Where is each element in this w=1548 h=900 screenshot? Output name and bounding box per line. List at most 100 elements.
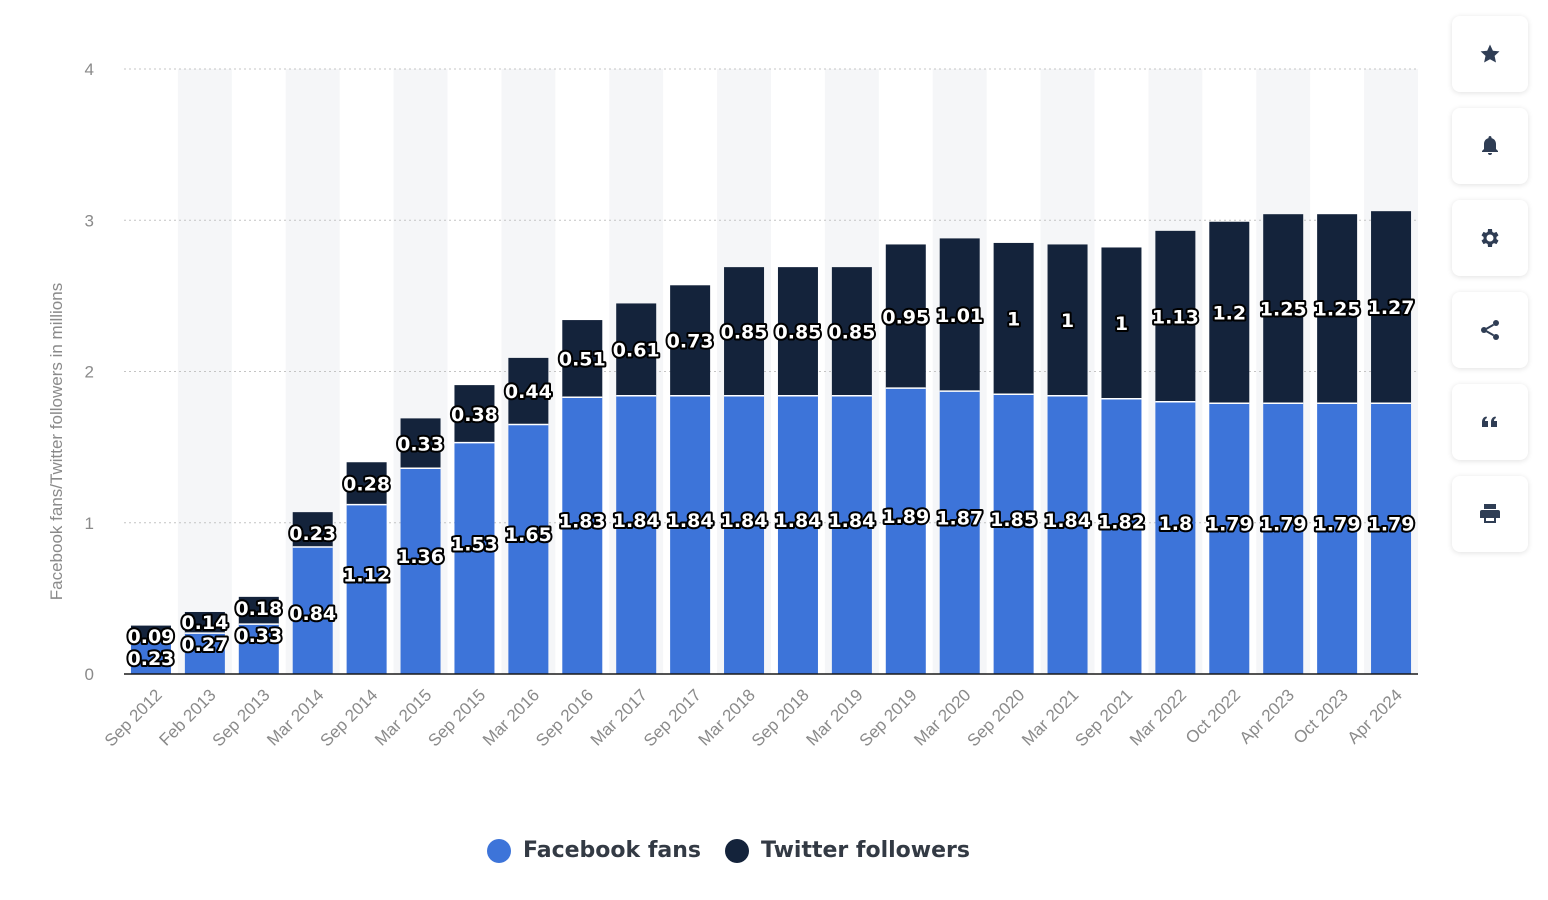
data-label-facebook-fans: 1.8 [1159,513,1193,535]
bar-facebook-fans [939,391,980,674]
bar-twitter-followers [831,267,872,396]
bar-facebook-fans [724,395,765,674]
x-tick-label: Mar 2021 [1018,685,1082,749]
y-tick-label: 1 [85,514,94,533]
x-tick-label: Sep 2020 [964,685,1029,750]
share-icon [1481,320,1499,340]
data-label-twitter-followers: 0.18 [235,598,282,620]
x-tick-label: Mar 2022 [1126,685,1190,749]
bar-twitter-followers [1047,244,1088,396]
legend-label-twitter-followers: Twitter followers [761,838,970,863]
share-button[interactable] [1452,292,1528,368]
bar-twitter-followers [1155,230,1196,402]
settings-button[interactable] [1452,200,1528,276]
bar-facebook-fans [238,624,279,674]
bar-twitter-followers [292,512,333,547]
bar-facebook-fans [831,395,872,674]
legend-swatch-twitter-followers [725,838,749,863]
y-tick-label: 2 [85,363,94,382]
data-label-facebook-fans: 1.79 [1206,514,1253,536]
data-label-twitter-followers: 1 [1115,313,1128,335]
data-label-twitter-followers: 1 [1061,310,1074,332]
bar-facebook-fans [292,546,333,674]
chart-toolbar [1452,16,1528,568]
data-label-twitter-followers: 0.44 [505,381,552,403]
chart-legend: Facebook fans Twitter followers [0,838,1457,863]
printer-icon [1480,504,1500,523]
print-button[interactable] [1452,476,1528,552]
x-tick-label: Apr 2023 [1236,685,1298,747]
y-tick-label: 3 [85,211,94,230]
data-label-facebook-fans: 1.89 [882,506,929,528]
bar-twitter-followers [562,320,603,398]
data-label-facebook-fans: 0.27 [181,634,228,656]
data-label-facebook-fans: 1.84 [828,510,875,532]
bar-twitter-followers [1209,221,1250,404]
x-tick-label: Sep 2016 [532,685,597,750]
bar-facebook-fans [1263,403,1304,674]
x-tick-label: Mar 2018 [695,685,759,749]
bar-facebook-fans [454,442,495,674]
bar-twitter-followers [508,357,549,425]
x-tick-label: Mar 2015 [371,685,435,749]
x-tick-label: Oct 2023 [1290,685,1352,747]
data-label-twitter-followers: 1.25 [1260,299,1307,321]
bar-twitter-followers [993,242,1034,395]
data-label-facebook-fans: 1.12 [343,564,390,586]
bar-twitter-followers [346,462,387,505]
data-label-twitter-followers: 0.95 [882,306,929,328]
bar-facebook-fans [777,395,818,674]
legend-item-twitter-followers[interactable]: Twitter followers [725,838,970,863]
x-tick-label: Mar 2014 [263,685,327,749]
cite-button[interactable] [1452,384,1528,460]
y-axis-title: Facebook fans/Twitter followers in milli… [47,283,66,600]
data-label-twitter-followers: 1.27 [1368,297,1415,319]
data-label-facebook-fans: 0.23 [128,648,175,670]
x-tick-label: Oct 2022 [1182,685,1244,747]
x-tick-label: Feb 2013 [155,685,219,749]
data-label-twitter-followers: 0.09 [128,626,175,648]
legend-item-facebook-fans[interactable]: Facebook fans [487,838,701,863]
bar-facebook-fans [562,397,603,674]
bell-icon [1482,136,1498,155]
data-label-facebook-fans: 1.84 [1044,510,1091,532]
x-tick-label: Sep 2017 [640,685,705,750]
bar-twitter-followers [1371,211,1412,404]
data-label-facebook-fans: 1.84 [613,510,660,532]
bar-facebook-fans [1317,403,1358,674]
bar-twitter-followers [1263,214,1304,404]
x-tick-label: Sep 2014 [317,685,382,750]
bar-facebook-fans [1371,403,1412,674]
data-label-twitter-followers: 1.2 [1212,303,1246,325]
data-label-facebook-fans: 1.84 [721,510,768,532]
bar-twitter-followers [130,625,171,640]
bar-facebook-fans [1047,395,1088,674]
x-tick-label: Sep 2018 [748,685,813,750]
bar-facebook-fans [1155,401,1196,674]
bar-facebook-fans [130,639,171,674]
data-label-facebook-fans: 1.65 [505,524,552,546]
bar-facebook-fans [184,633,225,674]
data-label-twitter-followers: 1.01 [936,305,983,327]
x-tick-label: Sep 2021 [1071,685,1136,750]
data-label-twitter-followers: 0.38 [451,404,498,426]
x-tick-label: Sep 2012 [101,685,166,750]
bar-chart: 0 1 2 3 4 Facebook fans/Twitter followers in … [47,60,1418,750]
favorite-button[interactable] [1452,16,1528,92]
data-label-twitter-followers: 1 [1007,309,1020,331]
bar-facebook-fans [993,394,1034,674]
bar-twitter-followers [454,385,495,443]
data-label-facebook-fans: 1.36 [397,546,444,568]
bar-facebook-fans [885,388,926,674]
legend-swatch-facebook-fans [487,838,511,863]
data-label-facebook-fans: 1.79 [1368,514,1415,536]
data-label-twitter-followers: 0.33 [397,433,444,455]
notification-button[interactable] [1452,108,1528,184]
legend-label-facebook-fans: Facebook fans [523,838,701,863]
x-tick-label: Apr 2024 [1344,685,1406,747]
data-label-facebook-fans: 1.87 [936,508,983,530]
data-label-twitter-followers: 0.85 [775,321,822,343]
chart-area: 0 1 2 3 4 Facebook fans/Twitter followers in … [47,60,1418,750]
data-label-twitter-followers: 0.28 [343,473,390,495]
data-label-twitter-followers: 1.13 [1152,306,1199,328]
